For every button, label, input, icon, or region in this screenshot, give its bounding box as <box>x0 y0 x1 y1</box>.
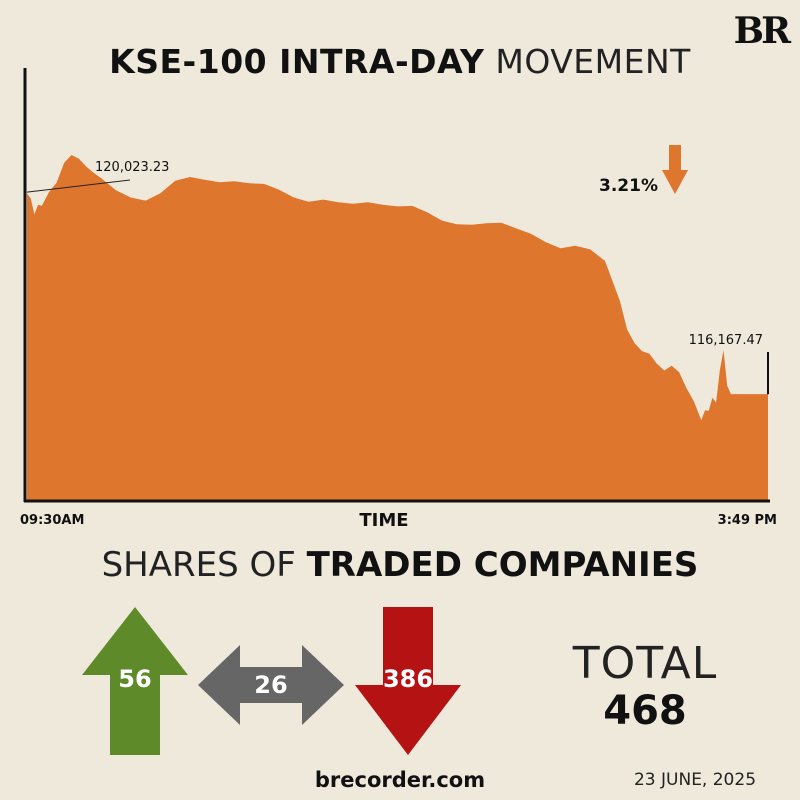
intraday-area-chart: 120,023.23 116,167.47 3.21% 09:30AM TIME… <box>20 68 777 531</box>
change-arrow-down-icon <box>662 145 688 194</box>
arrow-up-icon <box>82 607 188 755</box>
shares-title-bold: TRADED COMPANIES <box>306 545 699 585</box>
x-axis-label: TIME <box>359 510 408 531</box>
chart-title-bold: KSE-100 INTRA-DAY <box>109 42 485 81</box>
total-label: TOTAL <box>572 638 718 689</box>
change-percent-label: 3.21% <box>599 176 658 196</box>
open-value-leader-line <box>26 179 131 193</box>
brand-logo: BR <box>733 10 791 52</box>
total-value: 468 <box>603 688 687 734</box>
shares-arrows: 56 26 386 <box>82 607 461 755</box>
x-end-label: 3:49 PM <box>718 513 777 528</box>
decliners-count: 386 <box>383 665 433 693</box>
x-start-label: 09:30AM <box>20 513 84 528</box>
arrow-down-icon <box>355 607 461 755</box>
unchanged-count: 26 <box>254 671 287 699</box>
shares-title: SHARES OF TRADED COMPANIES <box>0 545 800 585</box>
close-value-label: 116,167.47 <box>689 333 763 348</box>
date-label: 23 JUNE, 2025 <box>633 770 757 790</box>
open-value-label: 120,023.23 <box>95 160 169 175</box>
intraday-area <box>27 155 768 500</box>
advancers-count: 56 <box>118 665 151 693</box>
double-arrow-icon <box>198 645 344 725</box>
chart-title-light: MOVEMENT <box>495 42 691 81</box>
chart-title: KSE-100 INTRA-DAY MOVEMENT <box>0 42 800 81</box>
shares-title-light: SHARES OF <box>101 545 296 585</box>
website-label: brecorder.com <box>314 768 486 792</box>
